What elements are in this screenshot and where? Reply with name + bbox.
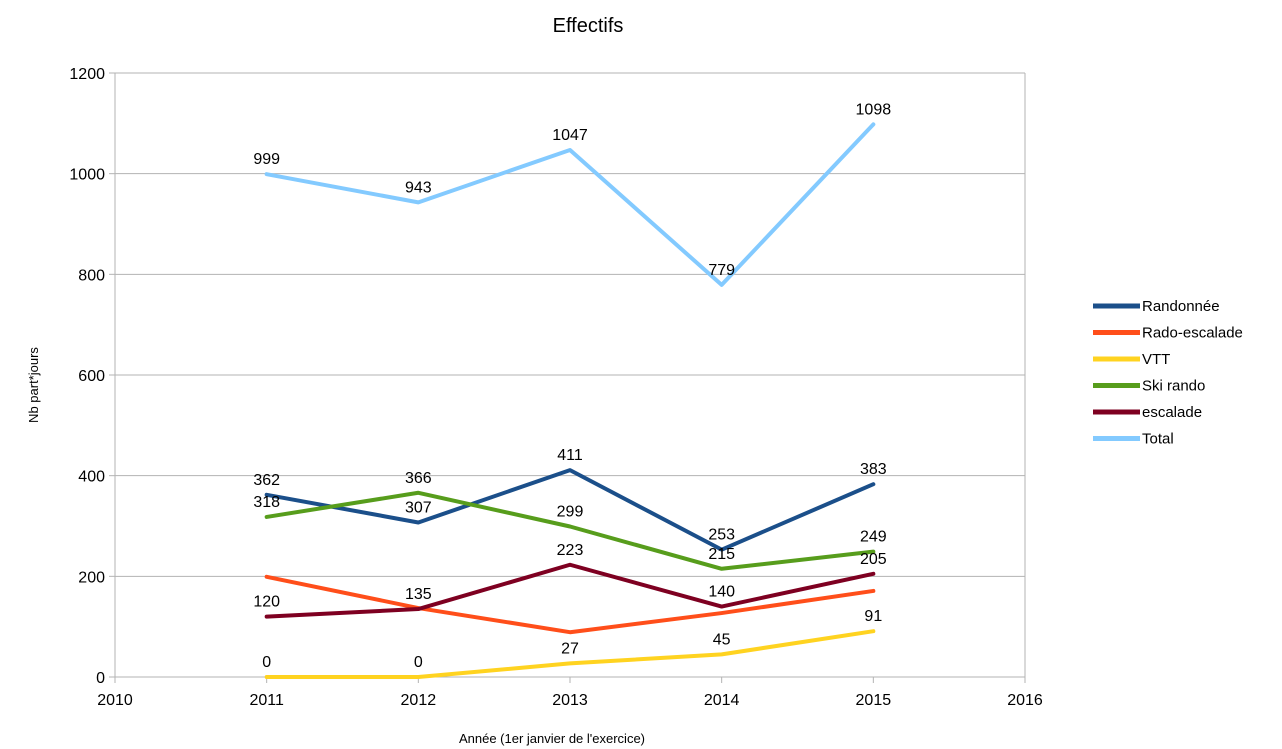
data-labels: 362 307 411 253 383 0 0 27 45 91 318 366 299 215 249 12… [253, 101, 891, 671]
data-label: 299 [557, 504, 584, 521]
data-label: 27 [561, 640, 579, 657]
data-label: 45 [713, 631, 731, 648]
data-label: 140 [708, 584, 735, 601]
chart-title: Effectifs [553, 15, 624, 37]
legend-label: Randonnée [1142, 298, 1220, 315]
x-tick-label: 2010 [97, 692, 133, 709]
data-label: 1098 [856, 101, 892, 118]
data-label: 366 [405, 470, 432, 487]
legend-label: VTT [1142, 351, 1170, 368]
y-tick-label: 200 [78, 569, 105, 586]
y-tick-label: 800 [78, 267, 105, 284]
x-axis-label: Année (1er janvier de l'exercice) [459, 731, 645, 746]
legend-label: escalade [1142, 404, 1202, 421]
legend-label: Total [1142, 431, 1174, 448]
data-label: 0 [262, 654, 271, 671]
y-tick-label: 1200 [69, 66, 105, 83]
x-tick-label: 2015 [856, 692, 892, 709]
data-label: 362 [253, 472, 280, 489]
y-tick-labels: 0 200 400 600 800 1000 1200 [69, 66, 105, 687]
data-label: 318 [253, 494, 280, 511]
data-label: 215 [708, 546, 735, 563]
x-tick-label: 2016 [1007, 692, 1043, 709]
series-line-5 [264, 122, 876, 287]
data-label: 0 [414, 654, 423, 671]
data-label: 253 [708, 527, 735, 544]
data-label: 205 [860, 551, 887, 568]
x-tick-label: 2013 [552, 692, 588, 709]
axes [109, 72, 1026, 683]
series-lines [264, 122, 876, 679]
series-line-3 [264, 490, 876, 571]
legend-label: Ski rando [1142, 378, 1205, 395]
series-line-2 [264, 629, 876, 679]
data-label: 91 [864, 608, 882, 625]
y-tick-label: 600 [78, 368, 105, 385]
legend: Randonnée Rado-escalade VTT Ski rando escala… [1093, 298, 1243, 448]
x-tick-labels: 2010 2011 2012 2013 2014 2015 2016 [97, 692, 1043, 709]
y-tick-label: 1000 [69, 167, 105, 184]
data-label: 120 [253, 594, 280, 611]
data-label: 779 [708, 262, 735, 279]
data-label: 307 [405, 499, 432, 516]
data-label: 999 [253, 151, 280, 168]
y-tick-label: 400 [78, 469, 105, 486]
legend-label: Rado-escalade [1142, 325, 1243, 342]
data-label: 1047 [552, 127, 588, 144]
x-tick-label: 2014 [704, 692, 740, 709]
series-line-0 [264, 468, 876, 552]
y-tick-label: 0 [96, 670, 105, 687]
data-label: 223 [557, 542, 584, 559]
y-axis-label: Nb part*jours [26, 347, 41, 423]
x-tick-label: 2012 [401, 692, 437, 709]
data-label: 943 [405, 179, 432, 196]
x-tick-label: 2011 [249, 692, 284, 709]
series-line-4 [264, 562, 876, 619]
data-label: 383 [860, 461, 887, 478]
series-line-1 [264, 574, 876, 635]
data-label: 411 [557, 447, 583, 464]
data-label: 135 [405, 586, 432, 603]
data-label: 249 [860, 529, 887, 546]
